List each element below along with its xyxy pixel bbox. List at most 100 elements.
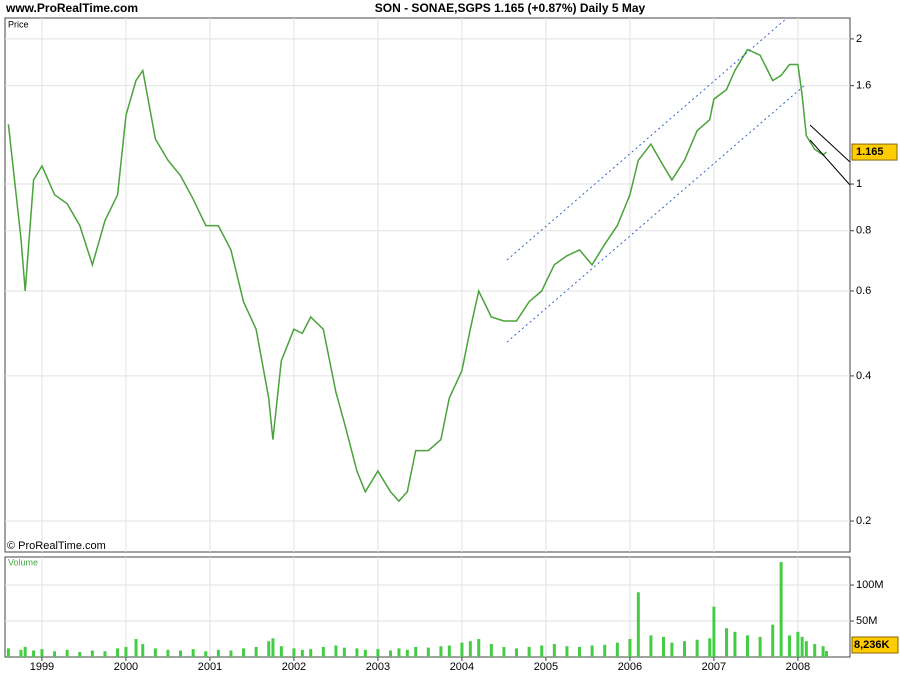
volume-bar	[733, 631, 737, 657]
x-tick-label: 2006	[618, 661, 642, 673]
volume-bar	[477, 639, 481, 657]
volume-bar	[53, 651, 57, 657]
volume-bar	[292, 648, 296, 657]
volume-bar	[279, 646, 283, 657]
volume-bar	[649, 635, 653, 657]
volume-bar	[565, 646, 569, 657]
volume-bar	[468, 641, 472, 657]
volume-bar	[342, 647, 346, 657]
price-panel	[4, 17, 851, 553]
volume-bar	[229, 650, 233, 657]
volume-bar	[355, 648, 359, 657]
volume-bar	[725, 628, 729, 657]
last-volume-badge	[851, 636, 899, 654]
volume-bar	[758, 636, 762, 657]
y-tick-label: 2	[856, 33, 862, 45]
volume-bar	[321, 646, 325, 657]
volume-bar	[439, 646, 443, 657]
volume-bar	[804, 641, 808, 657]
chart-title: SON - SONAE,SGPS 1.165 (+0.87%) Daily 5 …	[375, 1, 646, 15]
volume-panel	[4, 556, 851, 658]
volume-bar	[78, 651, 82, 657]
volume-bar	[824, 651, 828, 657]
volume-bar	[746, 635, 750, 657]
price-line	[7, 48, 827, 503]
volume-bar	[271, 638, 275, 657]
y-tick-label: 1	[856, 178, 862, 190]
volume-bar	[242, 648, 246, 657]
volume-bar	[683, 641, 687, 657]
volume-bar	[116, 648, 120, 657]
volume-bar	[90, 650, 94, 657]
volume-bar	[300, 649, 304, 657]
marks	[6, 48, 828, 657]
volume-bar	[615, 642, 619, 657]
y-tick-label: 1.6	[856, 80, 871, 92]
volume-bar	[191, 649, 195, 657]
volume-bar	[254, 646, 258, 657]
volume-bar	[124, 646, 128, 657]
volume-bar	[103, 651, 107, 657]
volume-bar	[153, 648, 157, 657]
volume-bar	[527, 646, 531, 657]
volume-bar	[389, 650, 393, 657]
volume-bar	[712, 606, 716, 657]
trend-upper	[809, 124, 851, 163]
y-tick-label: 50M	[856, 615, 877, 627]
trend-lower	[809, 139, 851, 186]
x-tick-label: 2003	[366, 661, 390, 673]
volume-bar	[779, 562, 783, 657]
site: www.ProRealTime.com	[5, 1, 138, 15]
volume-bar	[32, 650, 36, 657]
volume-bar	[216, 649, 220, 657]
volume-bar	[414, 646, 418, 657]
y-tick-label: 0.6	[856, 285, 871, 297]
y-tick-label: 0.2	[856, 515, 871, 527]
volume-bar	[552, 644, 556, 657]
volume-bar	[426, 647, 430, 657]
volume-bar	[502, 646, 506, 657]
x-tick-label: 2005	[534, 661, 558, 673]
volume-bar	[363, 649, 367, 657]
volume-bar	[397, 648, 401, 657]
volume-bar	[376, 649, 380, 657]
volume-bar	[166, 649, 170, 657]
volume-bar	[460, 642, 464, 657]
volume-bar	[405, 649, 409, 657]
x-tick-label: 2001	[198, 661, 222, 673]
channel-lower	[506, 84, 806, 343]
volume-bar	[447, 645, 451, 657]
volume-bar	[708, 638, 712, 657]
volume-bar	[515, 648, 519, 657]
x-tick-label: 2002	[282, 661, 306, 673]
volume-bar	[662, 636, 666, 657]
volume-bar	[821, 646, 825, 657]
volume-bar	[578, 646, 582, 657]
volume-bar	[309, 649, 313, 657]
last-price-badge	[851, 143, 898, 161]
channel-upper	[506, 17, 788, 261]
x-tick-label: 2008	[786, 661, 810, 673]
volume-label: Volume	[8, 557, 38, 567]
volume-bar	[204, 651, 208, 657]
volume-bar	[796, 631, 800, 657]
volume-bar	[590, 645, 594, 657]
volume-bar	[23, 646, 27, 657]
volume-bar	[628, 639, 632, 657]
last-volume-label: 8,236K	[854, 639, 890, 651]
volume-bar	[267, 641, 271, 657]
volume-bar	[19, 649, 23, 657]
y-tick-label: 0.4	[856, 370, 871, 382]
y-tick-label: 100M	[856, 579, 884, 591]
volume-bar	[134, 639, 138, 657]
volume-bar	[540, 645, 544, 657]
volume-bar	[334, 645, 338, 657]
volume-bar	[695, 639, 699, 657]
volume-bar	[489, 644, 493, 657]
volume-bar	[800, 636, 804, 657]
price-label: Price	[8, 19, 29, 29]
volume-bar	[6, 648, 10, 657]
volume-bar	[788, 635, 792, 657]
